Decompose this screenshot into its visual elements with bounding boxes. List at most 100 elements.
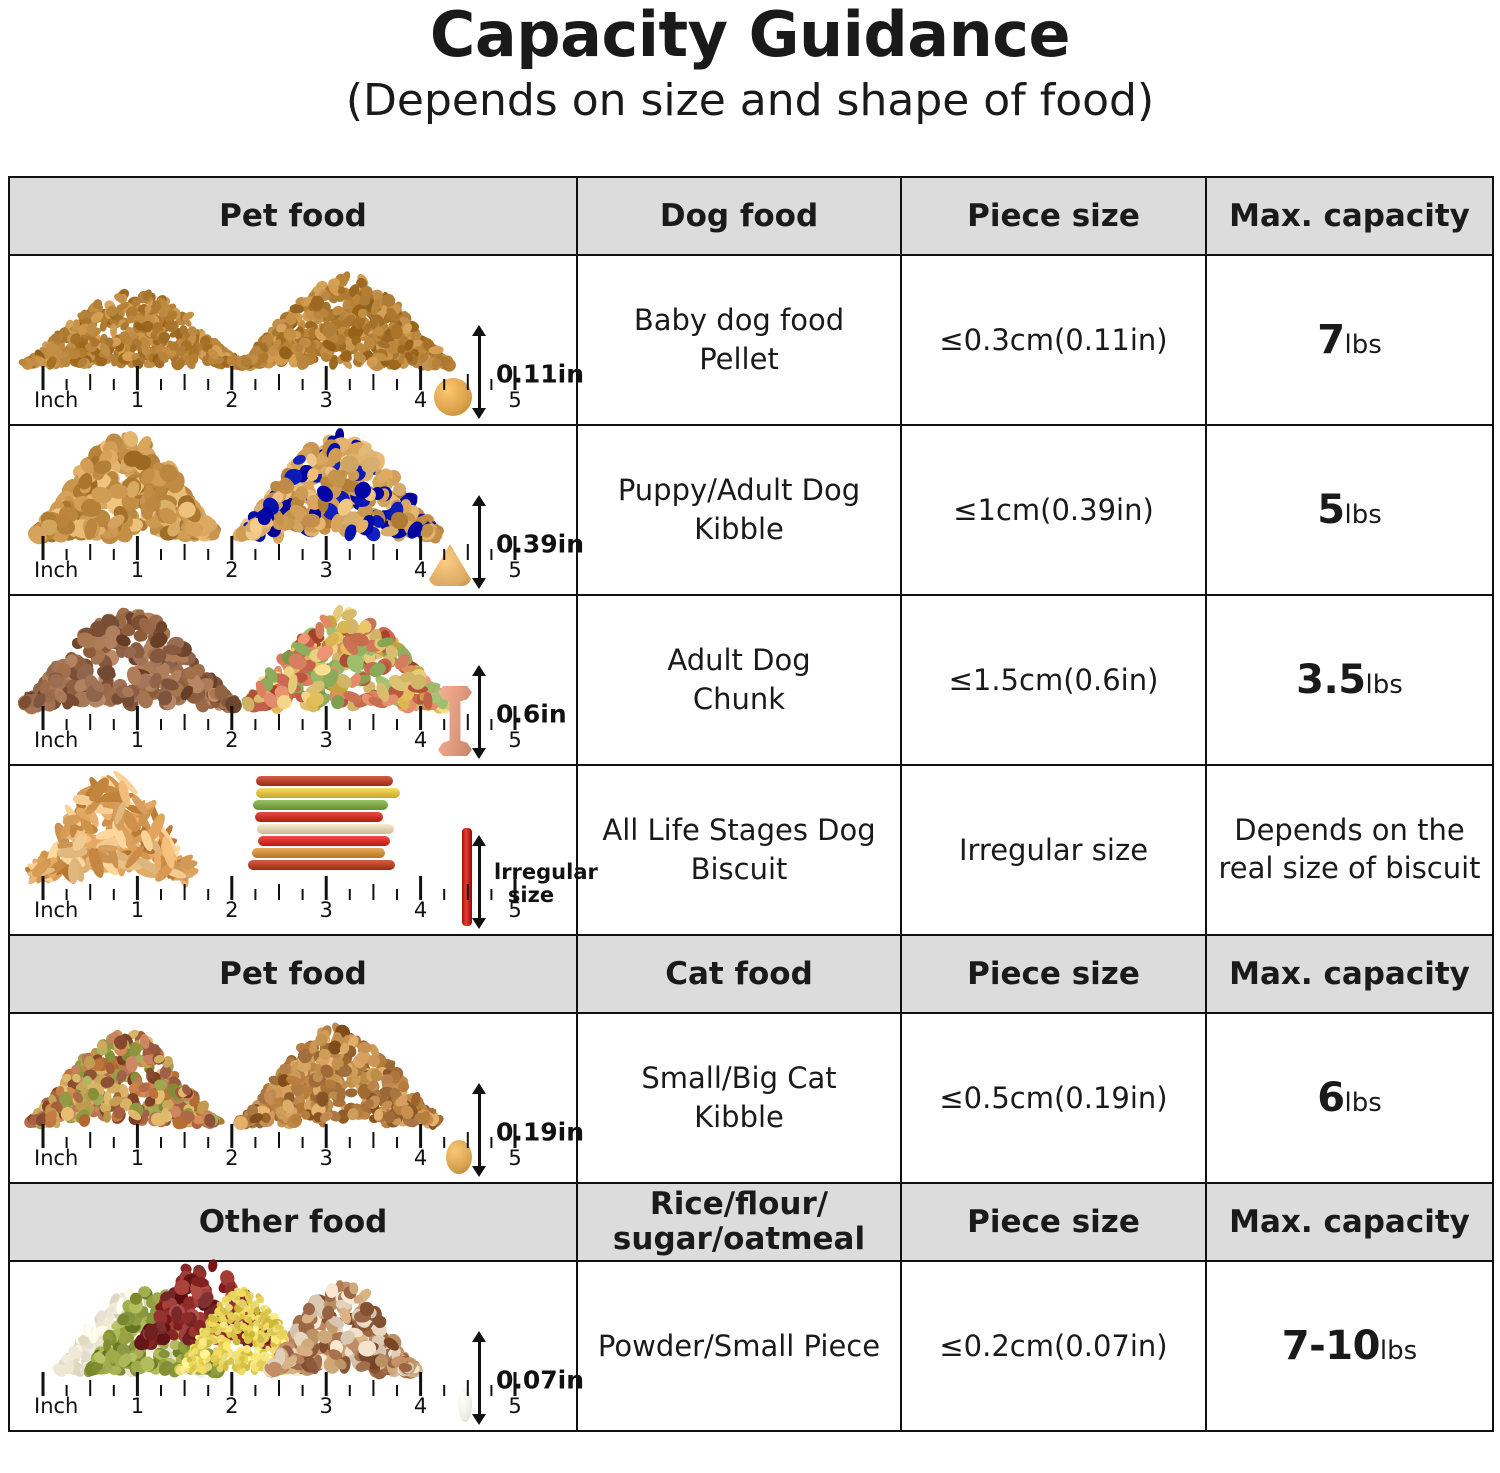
header-cell-piece-size: Piece size [900,1182,1207,1262]
measurement-indicator: 0.19in [472,1083,584,1180]
header-cell-category: Pet food [8,176,578,256]
ruler-unit-label: Inch [34,388,78,412]
inch-ruler: Inch 1 2 3 4 5 [34,1120,522,1176]
max-capacity-cell: 7-10lbs [1205,1260,1494,1432]
ruler-labels: Inch 1 2 3 4 5 [34,558,522,584]
photo-wrap: 0.19in Inch 1 2 3 4 5 [10,1014,584,1182]
food-piles [10,768,576,889]
inch-ruler: Inch 1 2 3 4 5 [34,1368,522,1424]
photo-wrap: 0.11in Inch 1 2 3 4 5 [10,256,584,424]
ruler-labels: Inch 1 2 3 4 5 [34,728,522,754]
header-cell-category: Pet food [8,934,578,1014]
food-pile [246,776,406,874]
inch-ruler: Inch 1 2 3 4 5 [34,702,522,758]
ruler-tick-label: 1 [131,728,144,752]
header-cell-food-type: Cat food [576,934,902,1014]
specimen-sample [462,828,472,926]
food-photo-cell: 0.07in Inch 1 2 3 4 5 [8,1258,584,1432]
ruler-tick-label: 1 [131,388,144,412]
piece-size-cell: ≤0.5cm(0.19in) [900,1012,1207,1184]
table-row: 0.39in Inch 1 2 3 4 5 Puppy/Adult Dog Kibble ≤1c… [8,424,1494,596]
ruler-labels: Inch 1 2 3 4 5 [34,388,522,414]
food-name-cell: All Life Stages Dog Biscuit [576,764,902,936]
capacity-unit: lbs [1345,330,1382,360]
piece-size-text: ≤1.5cm(0.6in) [902,657,1205,704]
section-header-row: Other food Rice/flour/ sugar/oatmeal Piece… [8,1182,1494,1262]
ruler-tick-label: 5 [508,1394,521,1418]
food-name-cell: Puppy/Adult Dog Kibble [576,424,902,596]
title-block: Capacity Guidance (Depends on size and s… [0,0,1500,128]
specimen-sample [458,1388,472,1422]
capacity-value: 6 [1317,1075,1345,1121]
table-row: 0.6in Inch 1 2 3 4 5 Adult Dog Chunk ≤1.5cm(0.6i… [8,594,1494,766]
food-photo-cell: 0.19in Inch 1 2 3 4 5 [8,1012,584,1184]
ruler-tick-label: 1 [131,558,144,582]
capacity-unit: lbs [1366,670,1403,700]
measurement-label: lrregular size [494,860,598,907]
piece-size-cell: ≤1cm(0.39in) [900,424,1207,596]
capacity-value: 7-10 [1282,1323,1381,1369]
inch-ruler: Inch 1 2 3 4 5 [34,362,522,418]
food-name-cell: Powder/Small Piece [576,1260,902,1432]
ruler-tick-label: 3 [320,1394,333,1418]
food-piles [10,1258,576,1382]
specimen-sample [434,378,472,416]
measurement-label: 0.6in [496,700,570,728]
piece-size-cell: ≤1.5cm(0.6in) [900,594,1207,766]
food-photo-cell: 0.11in Inch 1 2 3 4 5 [8,254,584,426]
capacity-value: 7 [1317,317,1345,363]
measurement-arrow-icon [472,665,486,759]
food-name-text: Puppy/Adult Dog Kibble [578,467,900,553]
capacity-unit: lbs [1345,1088,1382,1118]
ruler-tick-label: 1 [131,898,144,922]
measurement-arrow-icon [472,835,486,929]
ruler-tick-label: 4 [414,728,427,752]
ruler-tick-label: 2 [225,1394,238,1418]
photo-wrap: 0.39in Inch 1 2 3 4 5 [10,426,584,594]
table-row: lrregular size Inch 1 2 3 4 5 All Life Stages D… [8,764,1494,936]
header-cell-piece-size: Piece size [900,934,1207,1014]
food-photo-cell: 0.6in Inch 1 2 3 4 5 [8,594,578,766]
food-photo-cell: 0.39in Inch 1 2 3 4 5 [8,424,584,596]
food-pile [173,1285,313,1378]
ruler-tick-label: 2 [225,558,238,582]
ruler-tick-label: 3 [320,388,333,412]
capacity-value: 5 [1317,487,1345,533]
header-cell-food-type: Dog food [576,176,902,256]
measurement-indicator: 0.6in [472,665,570,762]
ruler-tick-label: 4 [414,388,427,412]
header-cell-max-capacity: Max. capacity [1205,176,1494,256]
max-capacity-text: 5lbs [1207,480,1492,540]
food-pile [239,603,456,717]
header-cell-max-capacity: Max. capacity [1205,1182,1494,1262]
ruler-labels: Inch 1 2 3 4 5 [34,1394,522,1420]
section-header-row: Pet food Dog food Piece size Max. capacity [8,176,1494,256]
food-pile [261,1278,425,1382]
header-cell-food-type: Rice/flour/ sugar/oatmeal [576,1182,902,1262]
max-capacity-cell: Depends on the real size of biscuit [1205,764,1494,936]
ruler-unit-label: Inch [34,728,78,752]
food-name-cell: Baby dog food Pellet [576,254,902,426]
measurement-label: 0.07in [496,1366,584,1394]
capacity-unit: lbs [1345,500,1382,530]
max-capacity-text: Depends on the real size of biscuit [1207,808,1492,891]
ruler-labels: Inch 1 2 3 4 5 [34,898,522,924]
food-name-text: Baby dog food Pellet [578,297,900,383]
measurement-arrow-icon [472,325,486,419]
piece-size-cell: ≤0.3cm(0.11in) [900,254,1207,426]
ruler-unit-label: Inch [34,558,78,582]
measurement-indicator: lrregular size [472,835,598,932]
table-row: 0.11in Inch 1 2 3 4 5 Baby dog food Pellet ≤0.3c… [8,254,1494,426]
ruler-unit-label: Inch [34,1146,78,1170]
max-capacity-text: 7-10lbs [1207,1316,1492,1376]
max-capacity-text: 6lbs [1207,1068,1492,1128]
max-capacity-text: 7lbs [1207,310,1492,370]
food-name-cell: Adult Dog Chunk [576,594,902,766]
photo-wrap: 0.6in Inch 1 2 3 4 5 [10,596,576,764]
food-pile [231,1021,447,1134]
food-photo-cell: lrregular size Inch 1 2 3 4 5 [8,764,598,936]
piece-size-text: Irregular size [902,827,1205,874]
ruler-unit-label: Inch [34,898,78,922]
ruler-tick-label: 1 [131,1146,144,1170]
table-row: 0.07in Inch 1 2 3 4 5 Powder/Small Piece ≤0.2cm(… [8,1258,1494,1432]
